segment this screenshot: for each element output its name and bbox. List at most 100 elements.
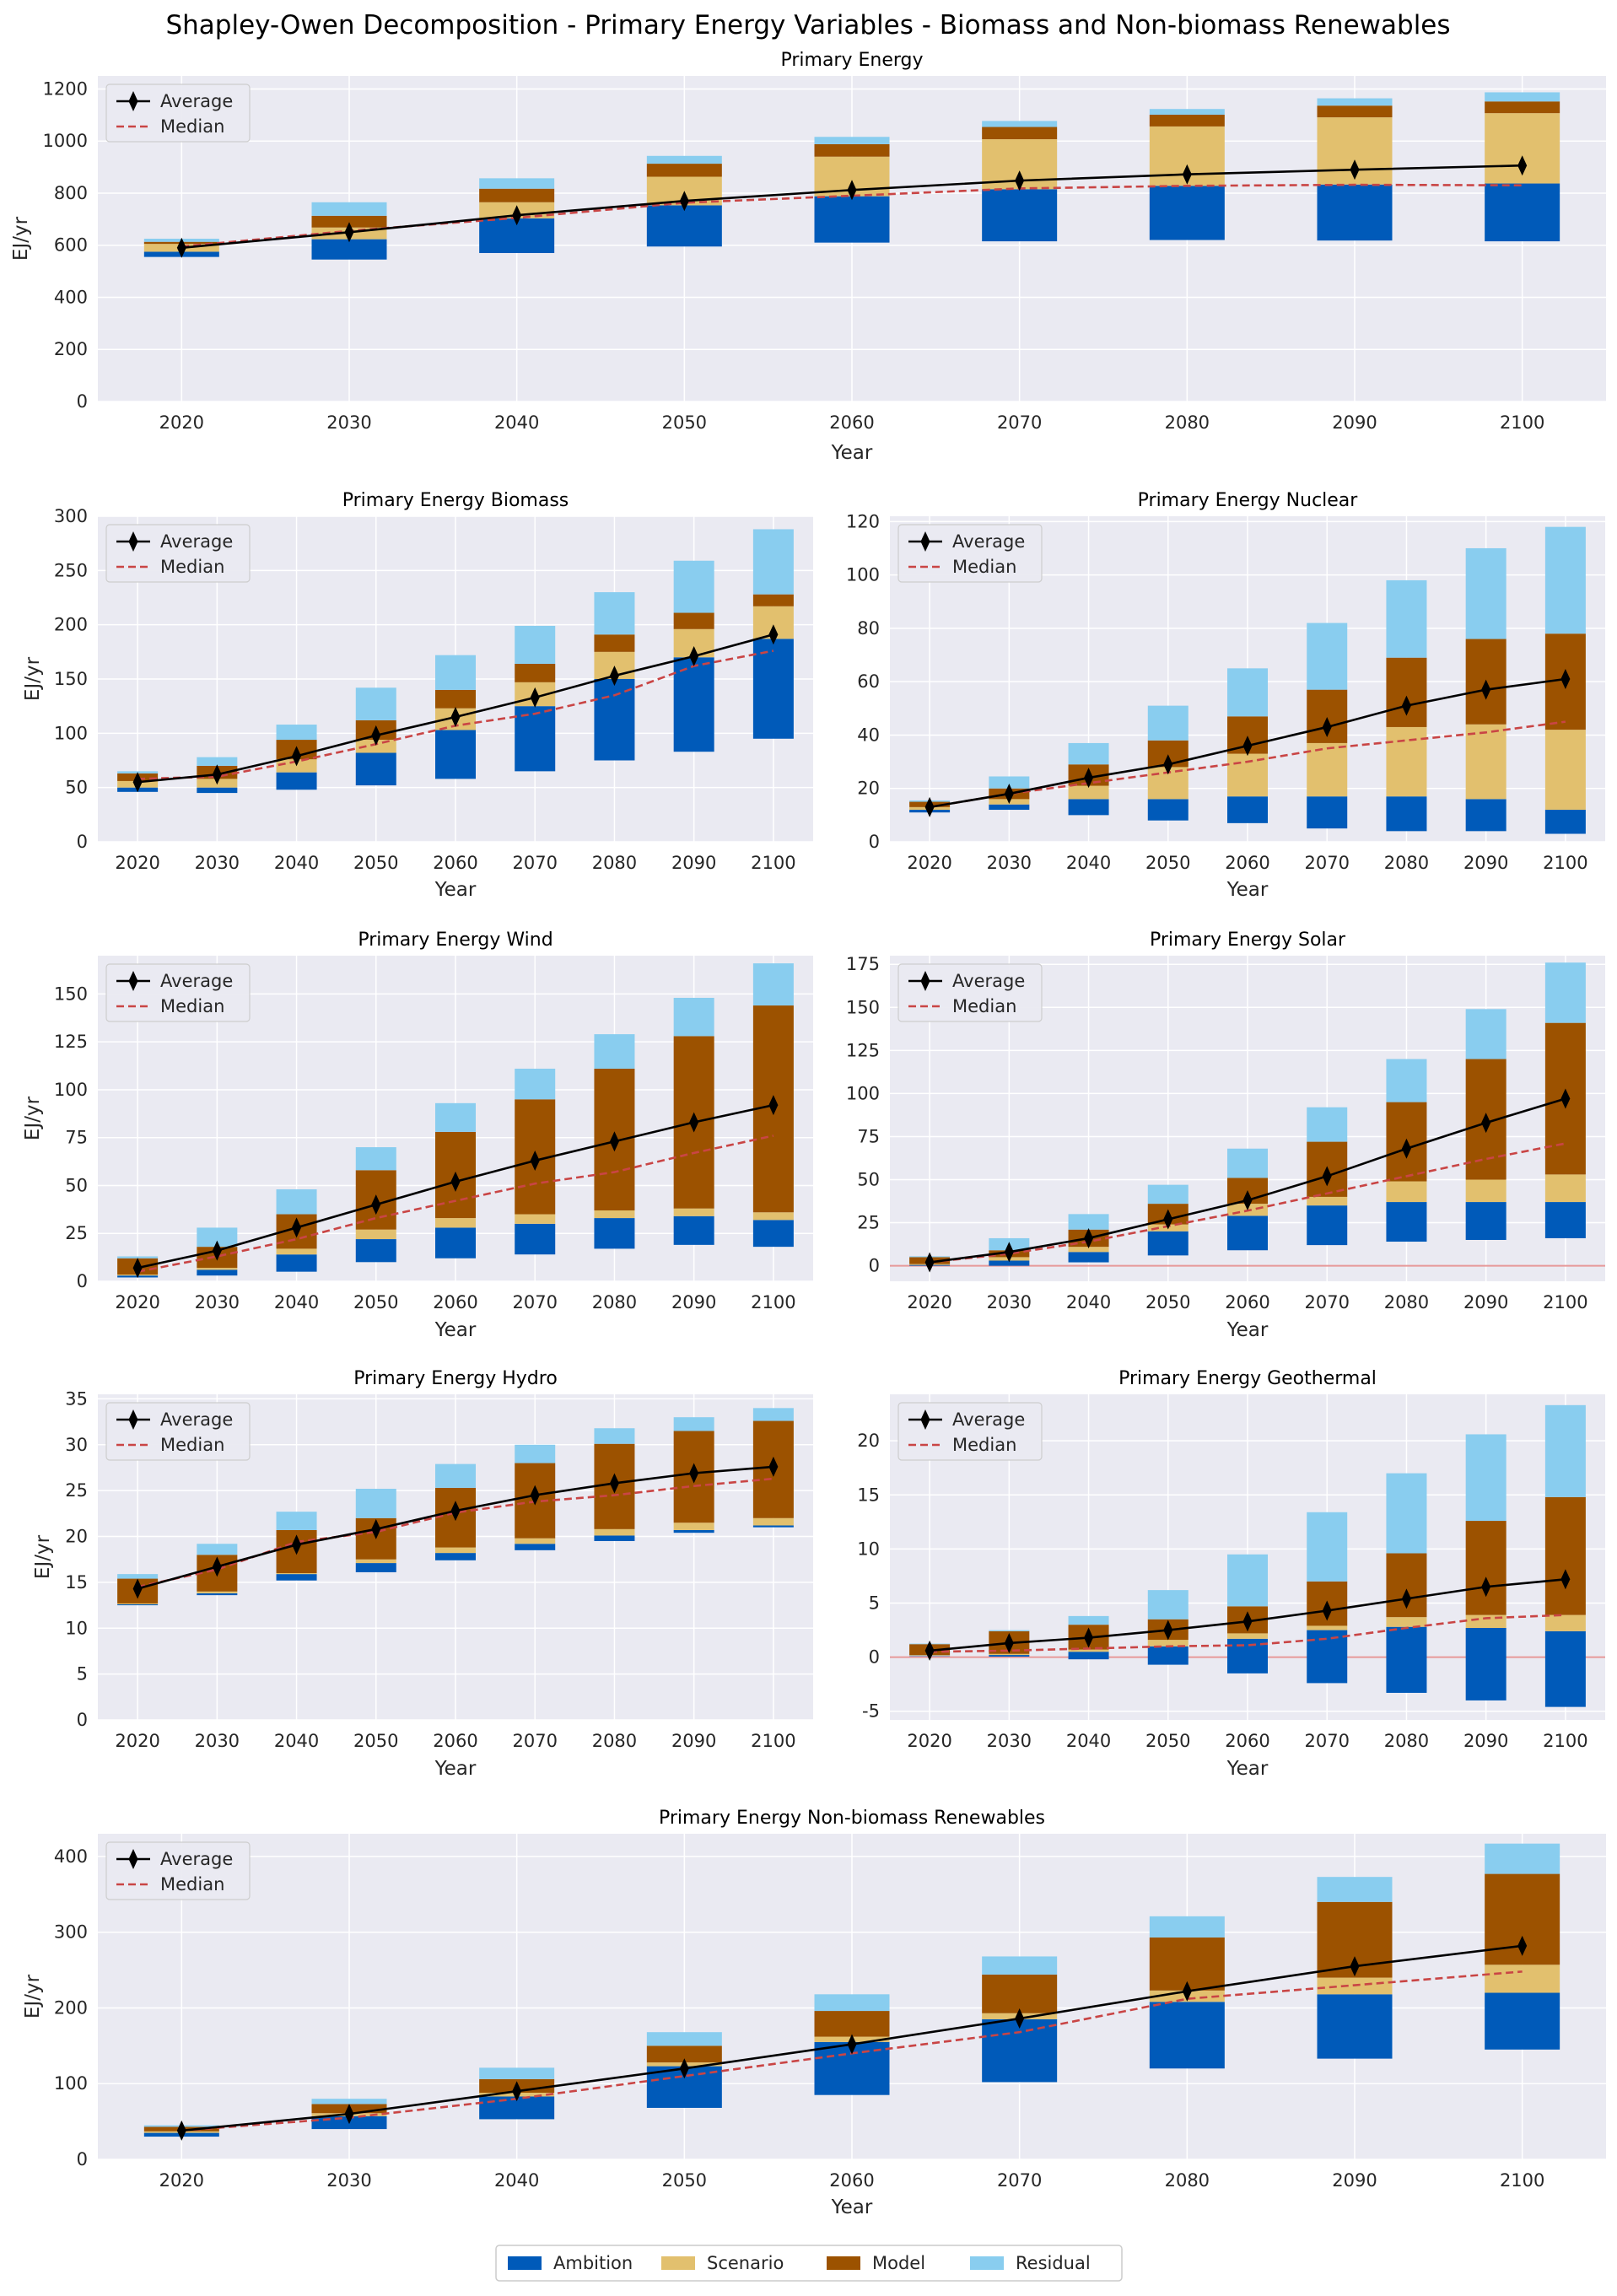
bar-scenario — [515, 1214, 556, 1224]
bar-residual — [1544, 962, 1586, 1023]
average-marker — [450, 1171, 461, 1192]
x-tick-label: 2060 — [1225, 1292, 1269, 1312]
bar-model — [646, 164, 722, 177]
y-tick-label: 80 — [857, 618, 880, 639]
plot-content: 0 200 400 600 800 1000 1200 2020 2030 2040 2050 206… — [43, 76, 1606, 433]
average-marker — [212, 1240, 222, 1261]
bar-residual — [435, 1463, 476, 1488]
average-marker — [371, 1518, 381, 1539]
x-tick-label: 2050 — [662, 412, 707, 433]
average-marker — [371, 725, 381, 746]
bar-scenario — [1544, 1614, 1586, 1631]
average-marker — [132, 1578, 143, 1599]
legend-average-label: Average — [160, 1849, 233, 1869]
average-marker — [344, 222, 354, 243]
x-tick-label: 2020 — [907, 1292, 951, 1312]
bar-model — [515, 663, 556, 682]
bar-scenario — [752, 1517, 794, 1526]
y-tick-label: 100 — [54, 723, 88, 743]
average-marker — [679, 2058, 689, 2079]
average-marker — [344, 2104, 354, 2125]
y-tick-label: 250 — [54, 560, 88, 580]
median-line — [137, 1135, 774, 1273]
x-tick-label: 2070 — [997, 412, 1042, 433]
panel-title: Primary Energy Hydro — [353, 1368, 558, 1389]
legend-average-marker — [920, 531, 930, 552]
bar-model — [479, 188, 555, 202]
bar-scenario — [1068, 1649, 1109, 1652]
bar-residual — [1149, 109, 1225, 116]
x-tick-label: 2090 — [1463, 1292, 1508, 1312]
x-tick-label: 2100 — [1543, 853, 1587, 873]
bar-ambition — [276, 1254, 317, 1272]
bar-ambition — [1149, 186, 1225, 240]
panel-primary-energy-nuclear: Primary Energy Nuclear 02040608010012020… — [846, 490, 1605, 901]
plot-content: 0 50 100 150 200 250 300 2020 2030 2040 2050 2060 20… — [54, 506, 813, 873]
bar-ambition — [1544, 1630, 1586, 1707]
average-marker — [847, 180, 857, 201]
bar-ambition — [989, 1260, 1030, 1266]
bar-residual — [1307, 1512, 1348, 1582]
figure-legend: Ambition Scenario Model Residual — [495, 2245, 1123, 2282]
bar-model — [435, 689, 476, 709]
bar-scenario — [197, 1591, 238, 1593]
average-marker — [1242, 736, 1253, 757]
bar-residual — [1317, 1877, 1393, 1902]
y-tick-label: 120 — [846, 511, 880, 531]
bar-residual — [673, 560, 714, 613]
x-tick-label: 2050 — [662, 2170, 707, 2191]
average-marker — [530, 1485, 540, 1506]
bar-model — [1485, 101, 1560, 114]
bar-ambition — [311, 239, 387, 260]
bar-model — [311, 215, 387, 228]
average-marker — [689, 1463, 699, 1484]
bar-residual — [594, 1428, 635, 1444]
y-tick-label: 1200 — [43, 78, 88, 99]
bar-residual — [276, 1512, 317, 1530]
average-marker — [768, 1456, 779, 1477]
y-tick-label: 100 — [846, 565, 880, 585]
x-tick-label: 2070 — [512, 1292, 557, 1312]
average-marker — [1481, 679, 1491, 700]
average-marker — [1004, 1242, 1014, 1263]
y-tick-label: 0 — [77, 391, 88, 412]
bar-ambition — [1227, 1215, 1268, 1251]
bar-residual — [1227, 1148, 1268, 1178]
bar-ambition — [1544, 1202, 1586, 1238]
bar-scenario — [435, 1547, 476, 1554]
average-marker — [1242, 1190, 1253, 1211]
x-tick-label: 2030 — [195, 1731, 240, 1751]
average-marker — [1084, 1227, 1094, 1248]
bar-ambition — [197, 1269, 238, 1276]
y-tick-label: 20 — [65, 1527, 88, 1547]
y-tick-label: 800 — [54, 183, 88, 203]
panel-primary-energy-wind: Primary Energy Wind 0 25 50 75 100 125 150 2020… — [22, 930, 813, 1341]
average-marker — [371, 1194, 381, 1215]
bar-ambition — [355, 1563, 396, 1572]
bar-scenario — [1544, 730, 1586, 811]
legend-label-scenario: Scenario — [707, 2253, 784, 2273]
average-marker — [1242, 1611, 1253, 1632]
y-tick-label: 5 — [77, 1664, 88, 1684]
bar-ambition — [1147, 799, 1188, 821]
x-axis-label: Year — [831, 2196, 873, 2218]
bar-scenario — [1485, 1965, 1560, 1993]
x-tick-label: 2090 — [1332, 412, 1377, 433]
bar-residual — [1465, 547, 1507, 639]
x-tick-label: 2020 — [115, 1731, 159, 1751]
legend-median-label: Median — [160, 557, 224, 577]
bar-residual — [197, 1227, 238, 1248]
bar-residual — [1386, 1473, 1427, 1554]
bar-residual — [515, 625, 556, 664]
bar-ambition — [1465, 799, 1507, 832]
legend-label-model: Model — [872, 2253, 925, 2273]
average-marker — [679, 191, 689, 212]
panel-title: Primary Energy Biomass — [342, 490, 569, 511]
y-tick-label: 35 — [65, 1388, 88, 1409]
y-tick-label: 50 — [65, 778, 88, 798]
average-marker — [292, 746, 302, 767]
median-line — [929, 720, 1566, 809]
average-marker — [609, 1473, 619, 1494]
x-tick-label: 2030 — [195, 853, 240, 873]
